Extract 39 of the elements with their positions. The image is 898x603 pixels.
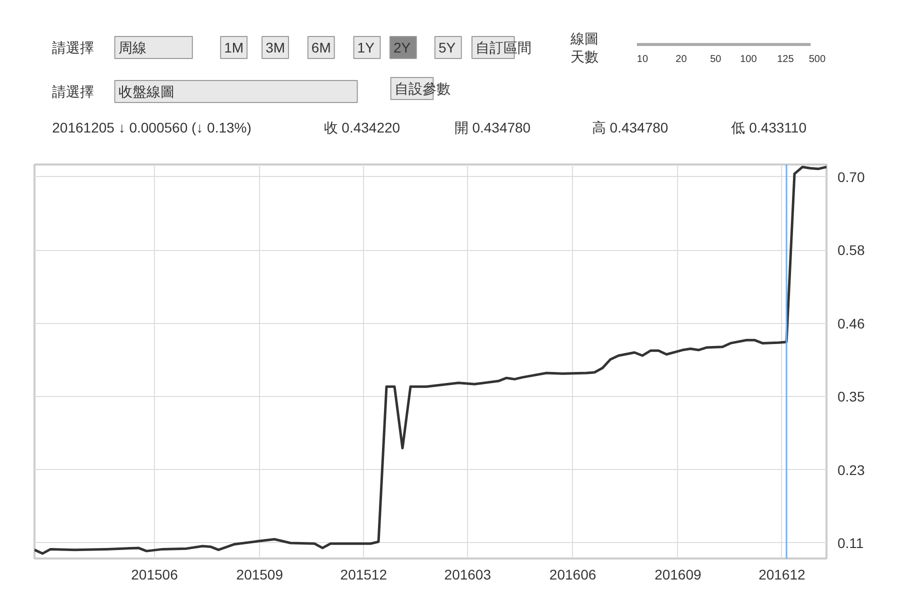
y-tick-label: 0.35 bbox=[838, 388, 865, 405]
text: 周線 bbox=[118, 40, 146, 56]
text: 自設參數 bbox=[394, 80, 450, 96]
text: 1M bbox=[224, 40, 244, 56]
text: 125 bbox=[777, 54, 794, 65]
text: 線圖 bbox=[570, 30, 599, 46]
text: 2Y bbox=[393, 40, 412, 56]
text: 100 bbox=[740, 54, 758, 65]
x-tick-label: 201603 bbox=[444, 566, 492, 582]
y-tick-label: 0.11 bbox=[838, 534, 864, 551]
text: 收 0.434220 bbox=[324, 120, 400, 136]
x-tick-label: 201609 bbox=[654, 566, 702, 582]
text: 1Y bbox=[357, 40, 376, 56]
text: 20 bbox=[676, 54, 688, 65]
text: 高 0.434780 bbox=[592, 120, 668, 136]
y-tick-label: 0.23 bbox=[838, 462, 865, 478]
text: 請選擇 bbox=[52, 40, 94, 56]
chart-subtitle: 20161205 ↓ 0.000560 (↓ 0.13%) bbox=[52, 120, 252, 136]
text: 請選擇 bbox=[52, 84, 94, 100]
text: 50 bbox=[710, 54, 722, 65]
text: 自訂區間 bbox=[475, 40, 532, 56]
text: 收盤線圖 bbox=[118, 84, 174, 100]
line-series bbox=[34, 166, 826, 555]
text: 低 0.433110 bbox=[731, 120, 807, 136]
text: 10 bbox=[636, 54, 648, 65]
text: 開 0.434780 bbox=[454, 120, 531, 136]
text: 6M bbox=[311, 40, 331, 56]
x-tick-label: 201506 bbox=[131, 566, 178, 582]
y-tick-label: 0.70 bbox=[838, 168, 865, 185]
x-tick-label: 201509 bbox=[236, 566, 284, 582]
text: 500 bbox=[808, 54, 826, 65]
text: 3M bbox=[266, 40, 286, 56]
x-tick-label: 201512 bbox=[340, 566, 388, 582]
x-tick-label: 201606 bbox=[549, 566, 596, 582]
y-tick-label: 0.46 bbox=[838, 315, 865, 332]
text: 天數 bbox=[570, 48, 599, 64]
text: 5Y bbox=[438, 40, 456, 56]
x-tick-label: 201612 bbox=[758, 566, 806, 582]
y-tick-label: 0.58 bbox=[838, 242, 865, 258]
